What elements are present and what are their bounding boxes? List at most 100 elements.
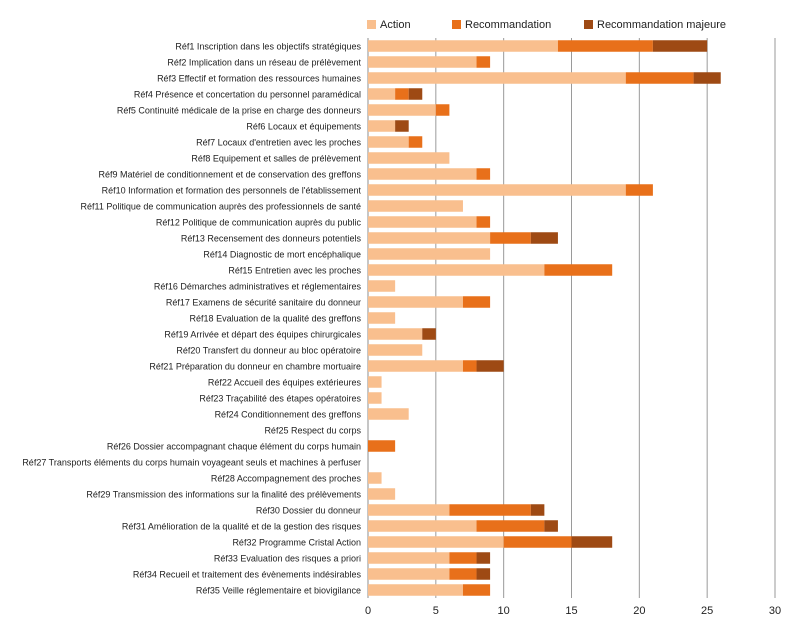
- category-label: Réf35 Veille réglementaire et biovigilan…: [196, 586, 361, 596]
- bar-action: [368, 312, 396, 324]
- bar-action: [368, 360, 463, 372]
- category-label: Réf24 Conditionnement des greffons: [215, 410, 362, 420]
- x-tick-label: 25: [701, 605, 713, 617]
- category-label: Réf8 Equipement et salles de prélèvement: [191, 154, 361, 164]
- bar-recommandation-majeure: [476, 552, 491, 564]
- legend-label-action: Action: [380, 19, 411, 31]
- category-label: Réf22 Accueil des équipes extérieures: [208, 378, 362, 388]
- bar-recommandation: [435, 104, 450, 116]
- category-label: Réf11 Politique de communication auprès …: [80, 202, 361, 212]
- bar-action: [368, 568, 450, 580]
- bar-recommandation: [449, 568, 477, 580]
- bar-recommandation: [503, 536, 572, 548]
- bar-action: [368, 408, 409, 420]
- bar-recommandation: [449, 504, 531, 516]
- bar-action: [368, 152, 450, 164]
- bar-recommandation: [462, 584, 491, 596]
- bar-recommandation: [395, 88, 409, 100]
- bar-recommandation-majeure: [476, 360, 504, 372]
- legend-swatch-action: [367, 20, 376, 29]
- bar-action: [368, 552, 450, 564]
- legend-item-action: Action: [367, 19, 411, 31]
- bar-action: [368, 488, 396, 500]
- bar-recommandation: [476, 520, 545, 532]
- bar-action: [368, 520, 477, 532]
- bar-recommandation: [449, 552, 477, 564]
- bar-recommandation: [544, 264, 613, 276]
- category-label: Réf26 Dossier accompagnant chaque élémen…: [107, 442, 361, 452]
- bar-action: [368, 328, 423, 340]
- category-label: Réf27 Transports éléments du corps humai…: [22, 458, 361, 468]
- bar-recommandation-majeure: [530, 504, 545, 516]
- bar-action: [368, 504, 450, 516]
- bar-recommandation: [625, 184, 653, 196]
- bar-action: [368, 200, 463, 212]
- gridlines: [367, 38, 776, 598]
- bar-action: [368, 248, 491, 260]
- category-label: Réf17 Examens de sécurité sanitaire du d…: [166, 298, 361, 308]
- bar-recommandation: [476, 168, 491, 180]
- category-label: Réf32 Programme Cristal Action: [232, 538, 361, 548]
- bar-recommandation-majeure: [422, 328, 436, 340]
- category-label: Réf25 Respect du corps: [264, 426, 361, 436]
- bar-action: [368, 104, 436, 116]
- category-label: Réf2 Implication dans un réseau de prélè…: [167, 58, 361, 68]
- bar-recommandation-majeure: [652, 40, 708, 52]
- category-label: Réf15 Entretien avec les proches: [228, 266, 361, 276]
- category-label: Réf16 Démarches administratives et régle…: [154, 282, 362, 292]
- category-label: Réf5 Continuité médicale de la prise en …: [117, 106, 362, 116]
- bar-action: [368, 216, 477, 228]
- bar-recommandation-majeure: [693, 72, 721, 84]
- bar-action: [368, 136, 409, 148]
- bar-recommandation: [476, 56, 491, 68]
- category-label: Réf23 Traçabilité des étapes opératoires: [199, 394, 361, 404]
- x-tick-label: 30: [769, 605, 781, 617]
- category-label: Réf30 Dossier du donneur: [256, 506, 361, 516]
- category-label: Réf29 Transmission des informations sur …: [86, 490, 361, 500]
- bar-action: [368, 344, 423, 356]
- bar-recommandation: [476, 216, 491, 228]
- bar-recommandation-majeure: [408, 88, 423, 100]
- bar-action: [368, 184, 626, 196]
- bar-recommandation-majeure: [571, 536, 613, 548]
- category-label: Réf33 Evaluation des risques a priori: [214, 554, 361, 564]
- x-tick-label: 10: [498, 605, 510, 617]
- bar-recommandation-majeure: [476, 568, 491, 580]
- category-label: Réf7 Locaux d'entretien avec les proches: [196, 138, 361, 148]
- legend-label-recommandation: Recommandation: [465, 19, 551, 31]
- bar-action: [368, 168, 477, 180]
- bar-action: [368, 264, 545, 276]
- bar-recommandation-majeure: [544, 520, 558, 532]
- bar-action: [368, 376, 382, 388]
- bar-recommandation-majeure: [530, 232, 558, 244]
- legend: Action Recommandation Recommandation maj…: [367, 19, 726, 31]
- bar-action: [368, 472, 382, 484]
- category-label: Réf6 Locaux et équipements: [246, 122, 361, 132]
- bar-action: [368, 40, 558, 52]
- x-tick-label: 20: [633, 605, 645, 617]
- category-label: Réf20 Transfert du donneur au bloc opéra…: [176, 346, 361, 356]
- bar-action: [368, 296, 463, 308]
- legend-swatch-recommandation-majeure: [584, 20, 593, 29]
- legend-label-recommandation-majeure: Recommandation majeure: [597, 19, 726, 31]
- category-label: Réf14 Diagnostic de mort encéphalique: [203, 250, 361, 260]
- x-tick-label: 15: [565, 605, 577, 617]
- bars: [368, 40, 721, 596]
- x-tick-label: 0: [365, 605, 371, 617]
- bar-action: [368, 120, 396, 132]
- bar-action: [368, 280, 396, 292]
- bar-action: [368, 232, 491, 244]
- bar-recommandation: [490, 232, 531, 244]
- category-label: Réf12 Politique de communication auprès …: [156, 218, 362, 228]
- bar-recommandation: [625, 72, 694, 84]
- category-labels: Réf1 Inscription dans les objectifs stra…: [22, 42, 361, 596]
- category-label: Réf28 Accompagnement des proches: [211, 474, 362, 484]
- category-label: Réf4 Présence et concertation du personn…: [134, 90, 361, 100]
- bar-action: [368, 72, 626, 84]
- bar-recommandation: [462, 296, 491, 308]
- category-label: Réf13 Recensement des donneurs potentiel…: [181, 234, 362, 244]
- category-label: Réf10 Information et formation des perso…: [102, 186, 362, 196]
- category-label: Réf18 Evaluation de la qualité des greff…: [190, 314, 362, 324]
- category-label: Réf19 Arrivée et départ des équipes chir…: [164, 330, 361, 340]
- x-tick-label: 5: [433, 605, 439, 617]
